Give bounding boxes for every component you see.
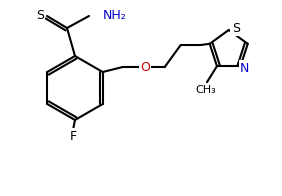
Text: NH₂: NH₂ (103, 8, 127, 22)
Text: S: S (232, 22, 240, 34)
Text: S: S (36, 8, 44, 22)
Text: CH₃: CH₃ (196, 85, 216, 95)
Text: F: F (69, 130, 76, 142)
Text: O: O (140, 61, 150, 74)
Text: N: N (240, 62, 249, 75)
